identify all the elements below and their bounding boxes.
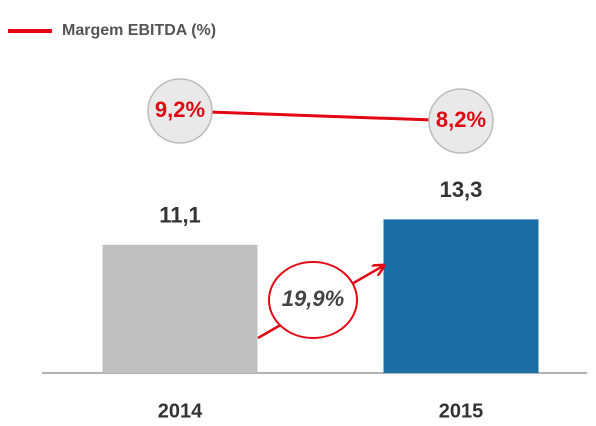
line-point [428,88,494,154]
line-value-label: 9,2% [155,97,205,122]
line-value-label: 8,2% [436,107,486,132]
x-tick-label: 2015 [439,400,484,422]
value-label: 11,1 [159,203,201,228]
line [179,109,462,123]
annotation: 19,9% [282,286,344,311]
annotation-circle [268,261,358,339]
x-tick-label: 2014 [158,400,203,422]
bar [102,244,258,373]
bar [383,219,539,373]
value-label: 13,3 [440,177,483,202]
line-point [147,78,213,144]
legend-label: Margem EBITDA (%) [62,22,216,39]
